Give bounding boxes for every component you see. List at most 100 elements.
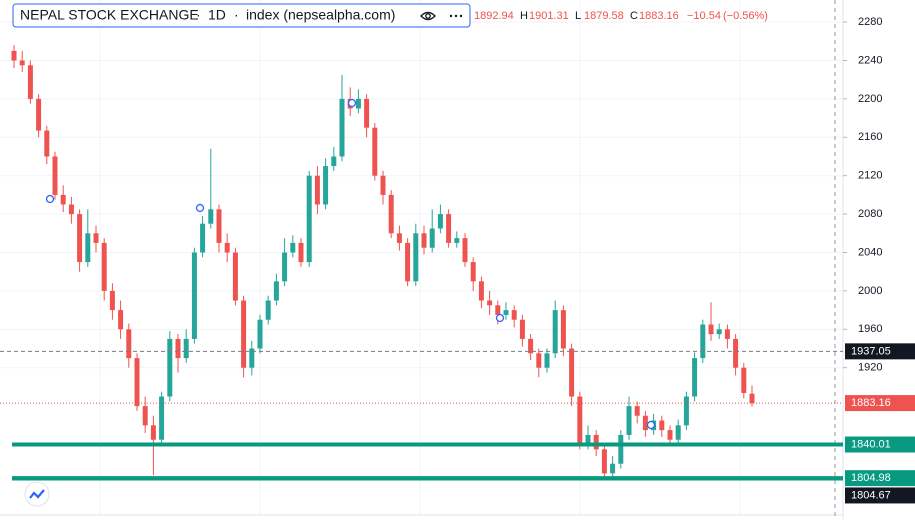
event-marker[interactable] [195,203,205,213]
candle-body [298,242,304,263]
candle-body [167,338,173,397]
candle-body [642,415,648,431]
candle-body [454,238,460,243]
candle-body [659,420,665,431]
candle-body [413,233,419,282]
change: −10.54 [687,10,721,22]
candle-body [519,319,525,339]
candle-body [282,252,288,282]
ohlc-prefix: C [630,10,638,22]
candle-body [495,305,501,315]
candle-body [44,130,50,157]
candle-body [585,434,591,445]
candle-body [142,406,148,426]
y-tick-label: 1920 [858,362,882,374]
candle-body [741,367,747,393]
level-label-bg [845,470,915,487]
more-icon[interactable] [449,14,463,18]
candle-body [421,233,427,248]
candle-body [241,300,247,368]
candle-body [126,329,132,359]
symbol-title: NEPAL STOCK EXCHANGE [20,7,199,23]
candle-body [536,353,542,368]
candle-body [52,156,58,195]
candle-body [577,396,583,445]
candle-body [601,449,607,474]
candle-body [569,348,575,397]
y-tick-label: 1960 [858,323,882,335]
candle-body [27,65,33,99]
candle-body [11,50,17,61]
candle-body [692,358,698,397]
candle-body [437,214,443,229]
separator: · [234,7,239,23]
event-marker[interactable] [347,98,357,108]
ohlc-value: 1892.94 [474,10,514,22]
y-tick-label: 2080 [858,208,882,220]
overlay [0,350,843,481]
y-tick-label: 2040 [858,246,882,258]
candle-body [175,338,181,359]
price-label: 1883.16 [851,397,891,409]
candle-body [405,242,411,282]
event-marker[interactable] [646,420,656,430]
candle-body [618,434,624,464]
level-label: 1804.67 [851,489,891,501]
candle-body [183,338,189,359]
candle-body [150,425,156,440]
interval: 1D [208,7,226,23]
legend: NEPAL STOCK EXCHANGE · 1D · index (nepse… [12,3,768,28]
candle-body [109,290,115,311]
y-tick-label: 2240 [858,54,882,66]
candle-body [429,228,435,248]
y-tick-label: 2000 [858,285,882,297]
y-tick-label: 2160 [858,131,882,143]
source: index (nepsealpha.com) [246,7,395,23]
candle-body [93,233,99,243]
candle-body [159,396,165,440]
candle-body [503,310,509,315]
change-percent: (−0.56%) [723,10,768,22]
candle-body [314,175,320,205]
candle-body [733,338,739,368]
candle-body [667,430,673,440]
candle-body [134,358,140,407]
tradingview-logo[interactable] [24,481,50,507]
candle-body [610,463,616,474]
ohlc-value: 1883.16 [639,10,679,22]
candle-body [257,319,263,349]
candle-body [626,406,632,435]
ohlc-prefix: H [520,10,528,22]
candle-body [364,98,370,128]
candle-body [306,175,312,263]
candle-body [552,310,558,354]
candle-body [487,300,493,306]
candle-body [396,233,402,243]
candle-body [446,214,452,243]
separator: · [196,7,201,23]
candle-body [511,310,517,320]
reference-label-bg [845,343,915,360]
candle-body [708,324,714,335]
ohlc-value: 1879.58 [584,10,624,22]
candle-body [224,242,230,253]
event-marker[interactable] [45,194,55,204]
candle-body [208,209,214,224]
y-tick-label: 2280 [858,16,882,28]
event-marker[interactable] [495,313,505,323]
candle-body [290,242,296,253]
candle-body [470,262,476,282]
legend-box[interactable] [12,3,471,28]
candle-body [544,353,550,368]
candle-body [683,396,689,426]
candle-body [249,348,255,368]
level-label-bg [845,436,915,453]
level-label-bg [845,487,915,504]
candle-body [323,166,329,205]
candle-body [634,406,640,416]
ohlc-prefix: L [575,10,581,22]
candle-body [191,252,197,339]
eye-icon[interactable] [420,11,436,21]
y-tick-label: 2120 [858,170,882,182]
candle-body [118,310,124,330]
